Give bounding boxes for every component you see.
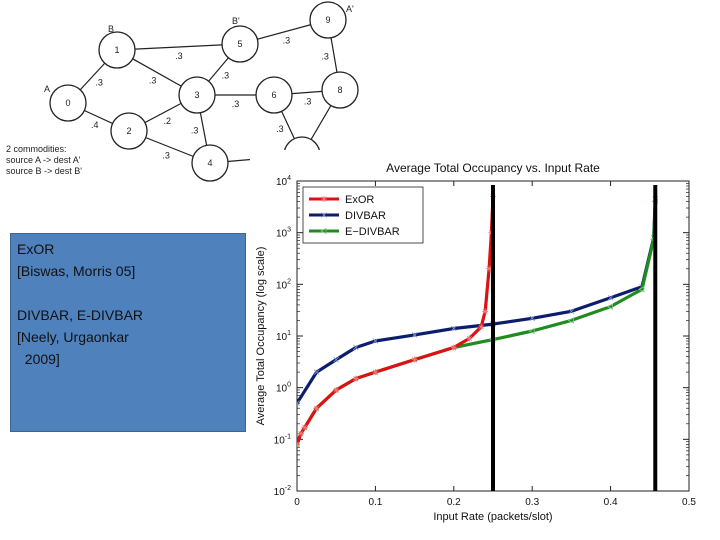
series-line <box>297 198 657 405</box>
y-tick-label: 100 <box>276 382 291 395</box>
data-point <box>353 344 359 351</box>
data-point <box>451 325 457 332</box>
node-id: 9 <box>325 15 330 25</box>
node-id: 4 <box>207 158 212 168</box>
x-tick-label: 0.3 <box>525 497 539 508</box>
data-point <box>482 308 489 315</box>
link-label: .3 <box>304 96 312 106</box>
link-label: .3 <box>321 52 329 62</box>
data-point <box>313 405 320 412</box>
data-point <box>529 315 535 322</box>
data-point <box>450 344 457 351</box>
link-label: .3 <box>95 78 103 88</box>
link-label: .3 <box>149 75 157 85</box>
note-line: 2009] <box>17 351 60 367</box>
node-id: 8 <box>337 85 342 95</box>
node-id: 6 <box>271 90 276 100</box>
data-point <box>372 338 379 344</box>
y-axis-label: Average Total Occupancy (log scale) <box>255 247 267 426</box>
y-tick-label: 103 <box>276 227 291 240</box>
link-label: .3 <box>283 36 291 46</box>
node-id: 0 <box>65 98 70 108</box>
data-point <box>297 430 304 437</box>
link-label: .3 <box>222 70 230 80</box>
link-label: .3 <box>232 99 240 109</box>
reference-note-box: ExOR [Biswas, Morris 05] DIVBAR, E-DIVBA… <box>10 233 246 432</box>
network-node <box>221 25 259 63</box>
node-tag: A <box>44 84 50 94</box>
data-point <box>372 369 379 376</box>
data-point <box>606 303 613 310</box>
y-tick-label: 10-1 <box>274 433 291 446</box>
data-point <box>333 387 340 394</box>
data-point <box>466 335 473 342</box>
node-id: 3 <box>194 90 199 100</box>
diagram-caption: 2 commodities: <box>6 144 67 154</box>
data-point <box>478 323 485 330</box>
legend-label: ExOR <box>345 194 374 206</box>
data-point <box>313 369 320 375</box>
link-label: .3 <box>276 124 284 134</box>
diagram-caption: source B -> dest B' <box>6 166 82 176</box>
x-tick-label: 0.5 <box>682 497 696 508</box>
link-label: .2 <box>163 116 171 126</box>
x-tick-label: 0.4 <box>604 497 618 508</box>
data-point <box>297 400 300 407</box>
data-point <box>607 294 614 301</box>
data-point <box>486 265 493 272</box>
network-node <box>98 31 136 69</box>
node-tag: B <box>108 24 114 34</box>
link-label: .4 <box>91 120 99 130</box>
note-line: ExOR <box>17 241 55 257</box>
data-point <box>320 227 327 235</box>
node-id: 2 <box>126 126 131 136</box>
data-point <box>352 375 359 382</box>
network-node <box>110 112 148 150</box>
note-line <box>17 282 239 304</box>
y-tick-label: 101 <box>276 330 291 343</box>
network-node <box>255 76 293 114</box>
chart-title: Average Total Occupancy vs. Input Rate <box>386 161 600 175</box>
note-line: DIVBAR, E-DIVBAR <box>17 307 144 323</box>
network-link <box>116 43 241 51</box>
link-label: .3 <box>162 150 170 160</box>
network-node <box>321 71 359 109</box>
data-point <box>411 332 418 338</box>
y-tick-label: 102 <box>276 278 291 291</box>
x-tick-label: 0.2 <box>447 497 461 508</box>
occupancy-chart: Average Total Occupancy vs. Input Rate 0 0… <box>250 150 710 535</box>
node-tag: B' <box>232 16 240 26</box>
y-tick-label: 10-2 <box>274 485 291 498</box>
x-tick-label: 0.1 <box>368 497 382 508</box>
data-point <box>321 196 327 202</box>
node-id: 5 <box>237 39 242 49</box>
network-node <box>191 144 229 182</box>
data-point <box>321 212 327 218</box>
link-label: .3 <box>191 126 199 136</box>
data-point <box>567 317 574 324</box>
x-axis-label: Input Rate (packets/slot) <box>433 511 552 523</box>
legend-label: E−DIVBAR <box>345 226 400 238</box>
series-layer <box>297 193 659 448</box>
data-point <box>411 356 418 363</box>
legend: ExOR DIVBAR E−DIVBAR <box>302 186 424 244</box>
diagram-caption: source A -> dest A' <box>6 155 81 165</box>
node-tag: A' <box>346 4 354 14</box>
data-point <box>301 424 308 431</box>
data-point <box>638 286 645 293</box>
network-node <box>49 84 87 122</box>
y-tick-label: 104 <box>276 175 291 188</box>
data-point <box>568 308 575 315</box>
note-line: [Biswas, Morris 05] <box>17 263 136 279</box>
note-line: [Neely, Urgaonkar <box>17 329 129 345</box>
data-point <box>333 356 339 363</box>
node-id: 1 <box>114 45 119 55</box>
link-label: .3 <box>175 51 183 61</box>
network-node <box>309 1 347 39</box>
data-point <box>528 327 535 335</box>
x-tick-label: 0 <box>294 497 300 508</box>
legend-label: DIVBAR <box>345 210 386 222</box>
network-node <box>178 76 216 114</box>
